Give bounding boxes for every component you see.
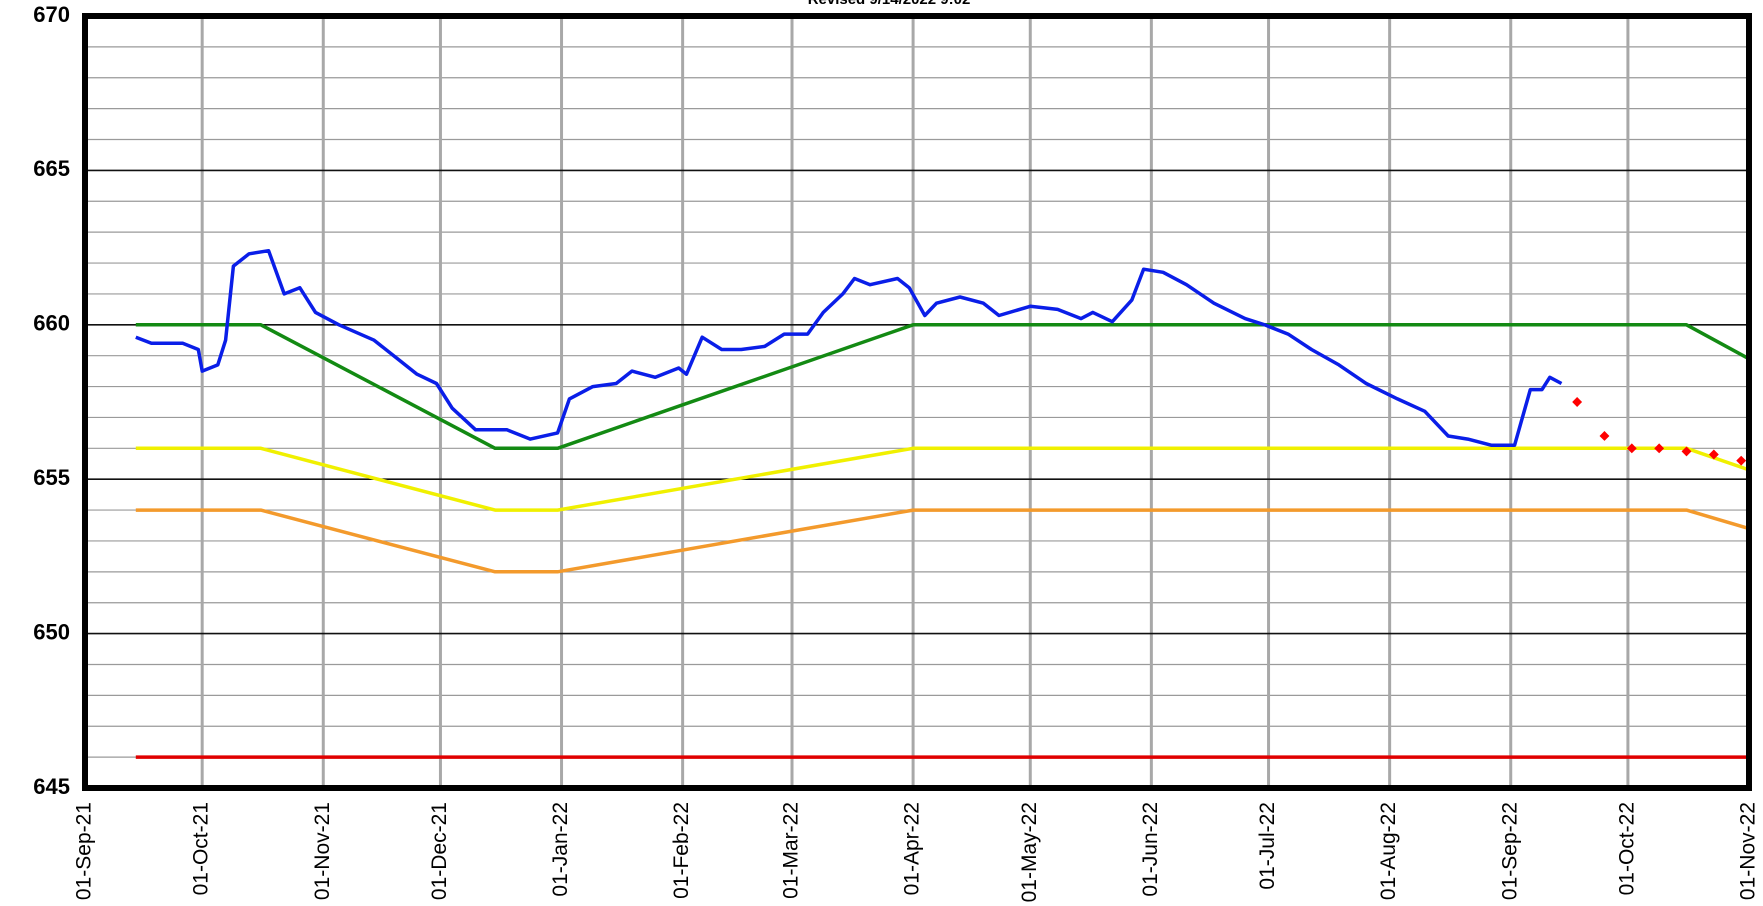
series-line xyxy=(135,248,1563,447)
x-tick-label: 01-Feb-22 xyxy=(670,802,693,899)
chart-title: Revised 9/14/2022 9:02 xyxy=(808,0,971,8)
forecast-marker xyxy=(1708,449,1719,460)
series-line xyxy=(135,323,1750,451)
x-tick-label: 01-Nov-21 xyxy=(311,802,334,900)
y-tick-label: 650 xyxy=(33,619,70,644)
forecast-marker xyxy=(1599,431,1610,441)
y-tick-label: 645 xyxy=(33,774,70,799)
forecast-marker xyxy=(1626,443,1637,454)
forecast-marker xyxy=(1654,443,1665,454)
forecast-marker xyxy=(1572,397,1583,407)
x-tick-label: 01-Oct-21 xyxy=(190,802,213,895)
y-tick-label: 660 xyxy=(33,311,70,336)
x-tick-label: 01-May-22 xyxy=(1018,802,1041,902)
x-tick-label: 01-Aug-22 xyxy=(1377,802,1400,900)
x-tick-label: 01-Sep-21 xyxy=(73,802,96,900)
y-tick-label: 665 xyxy=(33,156,70,181)
forecast-marker xyxy=(1681,446,1692,457)
plot-frame xyxy=(82,13,1752,791)
x-tick-label: 01-Jul-22 xyxy=(1256,802,1279,890)
forecast-marker xyxy=(1736,455,1747,466)
y-tick-label: 670 xyxy=(33,2,70,27)
x-tick-label: 01-Jun-22 xyxy=(1139,802,1162,897)
x-tick-label: 01-Oct-22 xyxy=(1615,802,1638,895)
x-tick-label: 01-Jan-22 xyxy=(549,802,572,897)
x-tick-label: 01-Sep-22 xyxy=(1498,802,1521,900)
series-line xyxy=(135,508,1750,574)
x-tick-label: 01-Dec-21 xyxy=(428,802,451,900)
x-tick-label: 01-Apr-22 xyxy=(901,802,924,895)
x-tick-label: 01-Nov-22 xyxy=(1737,802,1760,900)
y-tick-label: 655 xyxy=(33,465,70,490)
x-tick-label: 01-Mar-22 xyxy=(780,802,803,899)
